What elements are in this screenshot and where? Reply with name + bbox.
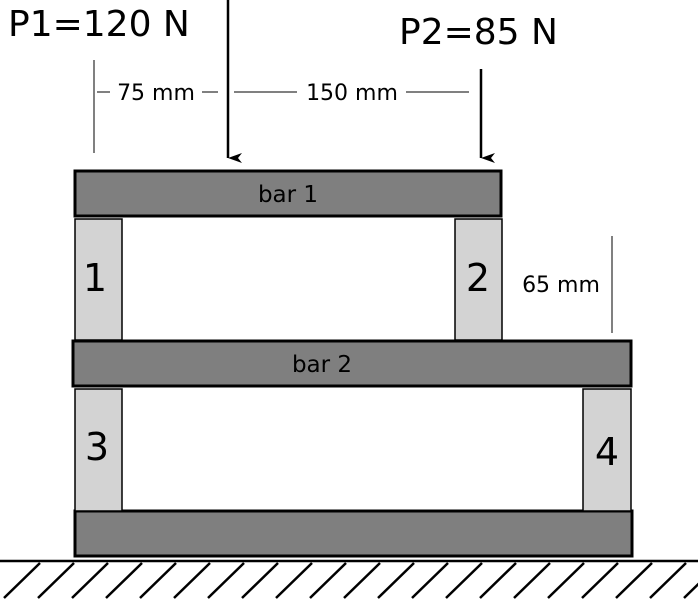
post-3: 3 [74,388,123,512]
ground-hatch-line [547,562,585,599]
ground-hatch-line [683,582,698,599]
bar-2: bar 2 [71,339,633,388]
ground-hatch-line [445,562,483,599]
ground-hatch-line [649,562,687,599]
ground-hatch-line [343,562,381,599]
dimension-150mm-label: 150 mm [306,81,398,106]
post-1: 1 [74,218,123,341]
dimension-65mm: 65 mm [522,236,613,333]
ground-hatch-line [615,562,653,599]
post-2-label: 2 [466,256,490,300]
ground-hatch-line [513,562,551,599]
ground-hatch-line [309,562,347,599]
ground-hatch-line [71,562,109,599]
ground-support [0,559,698,599]
ground-hatch-line [37,562,75,599]
post-4-label: 4 [595,430,619,474]
bar-1: bar 1 [73,169,503,218]
ground-hatch-line [411,562,449,599]
load-p1-label: P1=120 N [8,4,190,45]
ground-hatch-line [207,562,245,599]
ground-hatch-line [241,562,279,599]
base-plate [73,509,634,558]
bar-2-label: bar 2 [292,352,352,378]
ground-hatch-line [275,562,313,599]
dimension-65mm-label: 65 mm [522,273,600,298]
ground-hatch-line [105,562,143,599]
bar-1-label: bar 1 [258,182,318,208]
load-p2-label: P2=85 N [399,12,558,53]
dimension-75mm: 75 mm [93,60,218,153]
post-3-label: 3 [85,425,109,469]
ground-hatch-line [581,562,619,599]
ground-hatch-line [139,562,177,599]
post-4: 4 [582,388,632,512]
dimension-150mm: 150 mm [234,81,469,106]
post-2: 2 [454,218,503,341]
ground-hatch-line [3,562,41,599]
ground-hatch-line [173,562,211,599]
dimension-75mm-label: 75 mm [117,81,195,106]
post-1-label: 1 [83,256,107,300]
ground-hatch-line [377,562,415,599]
ground-hatch-line [479,562,517,599]
